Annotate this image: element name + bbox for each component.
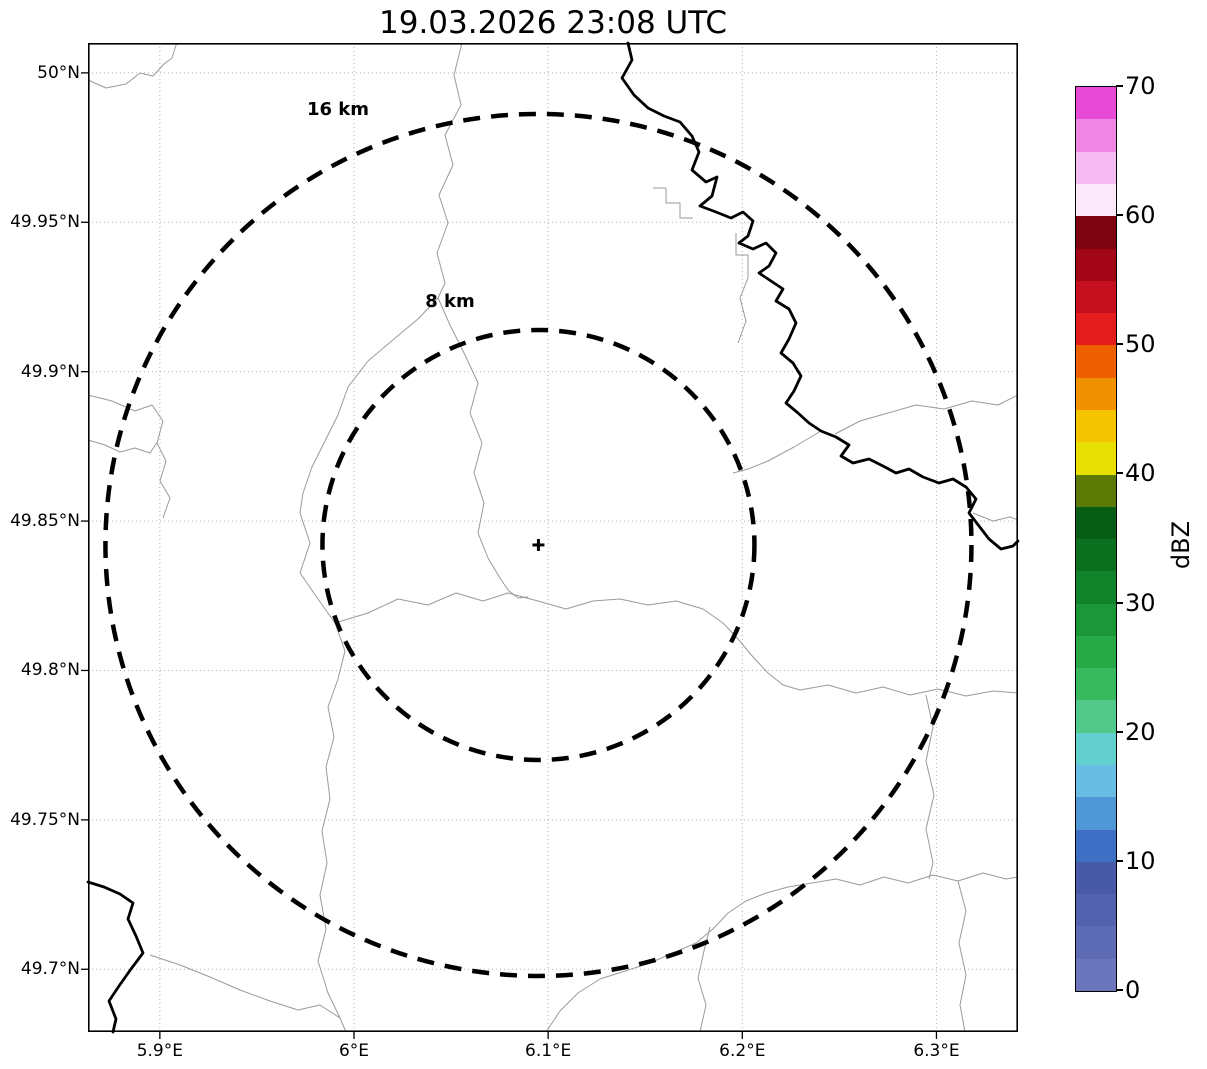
range-ring-8km <box>320 327 757 763</box>
plot-frame <box>88 43 1019 1033</box>
admin-border-line <box>735 233 749 344</box>
colorbar-segment <box>1076 474 1116 507</box>
river-line <box>86 880 145 1034</box>
colorbar-segment <box>1076 571 1116 604</box>
colorbar-segment <box>1076 506 1116 540</box>
colorbar-segment <box>1076 539 1116 572</box>
colorbar-tick-mark <box>1116 343 1123 346</box>
colorbar-segment <box>1076 926 1116 959</box>
colorbar-tick-mark <box>1116 730 1123 733</box>
radar-map: 8 km 16 km <box>81 41 1020 1039</box>
colorbar-segment <box>1076 700 1116 733</box>
river-line <box>620 41 1020 551</box>
admin-border-line <box>87 42 179 89</box>
y-tick-label: 49.95°N <box>10 212 80 233</box>
colorbar-segment <box>1076 635 1116 669</box>
colorbar-segment <box>1076 87 1116 120</box>
range-ring-label: 16 km <box>307 99 369 120</box>
colorbar-segment <box>1076 183 1116 217</box>
y-tick-label: 49.8°N <box>20 660 80 681</box>
colorbar-segment <box>1076 409 1116 443</box>
x-tick-label: 6.1°E <box>525 1041 572 1061</box>
admin-border-line <box>957 880 967 1033</box>
admin-border-line <box>925 694 935 880</box>
plot-title: 19.03.2026 23:08 UTC <box>379 5 727 41</box>
y-tick-label: 49.85°N <box>10 511 80 532</box>
colorbar-segment <box>1076 829 1116 862</box>
x-tick-label: 6.2°E <box>719 1041 766 1061</box>
admin-border-line <box>972 512 1019 522</box>
colorbar-segment <box>1076 377 1116 410</box>
admin-border-line <box>545 872 1019 1033</box>
colorbar-tick-label: 20 <box>1125 717 1156 746</box>
admin-border-line <box>87 394 171 519</box>
colorbar-segment <box>1076 765 1116 798</box>
colorbar-segment <box>1076 958 1116 991</box>
colorbar-tick-label: 70 <box>1125 72 1156 100</box>
colorbar-tick-label: 10 <box>1125 846 1156 875</box>
colorbar-segment <box>1076 861 1116 895</box>
colorbar-tick-mark <box>1116 214 1123 217</box>
admin-border-line <box>149 954 341 1019</box>
colorbar-title: dBZ <box>1167 520 1195 570</box>
admin-border-line <box>436 42 463 299</box>
range-ring-label: 8 km <box>425 291 475 312</box>
x-tick-label: 5.9°E <box>136 1041 183 1061</box>
colorbar-segment <box>1076 442 1116 475</box>
colorbar-segment <box>1076 668 1116 701</box>
colorbar-segment <box>1076 797 1116 830</box>
colorbar-tick-label: 50 <box>1125 330 1156 359</box>
colorbar-segment <box>1076 216 1116 249</box>
x-tick-label: 6°E <box>338 1041 370 1061</box>
admin-border-line <box>87 439 159 454</box>
colorbar-tick-label: 60 <box>1125 201 1156 230</box>
colorbar <box>1075 86 1117 992</box>
colorbar-tick-label: 30 <box>1125 588 1156 617</box>
y-tick-label: 49.9°N <box>20 361 80 382</box>
admin-border-line <box>653 187 693 219</box>
colorbar-segment <box>1076 603 1116 636</box>
y-tick-label: 49.7°N <box>20 959 80 980</box>
colorbar-tick-mark <box>1116 859 1123 862</box>
y-tick-label: 50°N <box>37 62 80 83</box>
colorbar-tick-mark <box>1116 472 1123 475</box>
colorbar-tick-mark <box>1116 601 1123 604</box>
colorbar-segment <box>1076 248 1116 281</box>
x-tick-label: 6.3°E <box>913 1041 960 1061</box>
colorbar-segment <box>1076 345 1116 378</box>
admin-border-line <box>834 394 1019 435</box>
admin-border-line <box>299 297 439 514</box>
colorbar-segment <box>1076 894 1116 927</box>
y-tick-label: 49.75°N <box>10 809 80 830</box>
colorbar-tick-label: 0 <box>1125 976 1141 1004</box>
colorbar-tick-mark <box>1116 989 1123 991</box>
admin-border-line <box>437 297 529 599</box>
colorbar-segment <box>1076 119 1116 152</box>
admin-border-line <box>732 430 822 474</box>
range-ring-16km <box>103 111 974 979</box>
colorbar-segment <box>1076 732 1116 766</box>
admin-border-line <box>299 512 347 1033</box>
colorbar-segment <box>1076 280 1116 314</box>
colorbar-tick-label: 40 <box>1125 459 1156 488</box>
admin-border-line <box>334 592 1019 697</box>
colorbar-tick-mark <box>1116 85 1123 87</box>
colorbar-segment <box>1076 151 1116 184</box>
colorbar-segment <box>1076 313 1116 346</box>
